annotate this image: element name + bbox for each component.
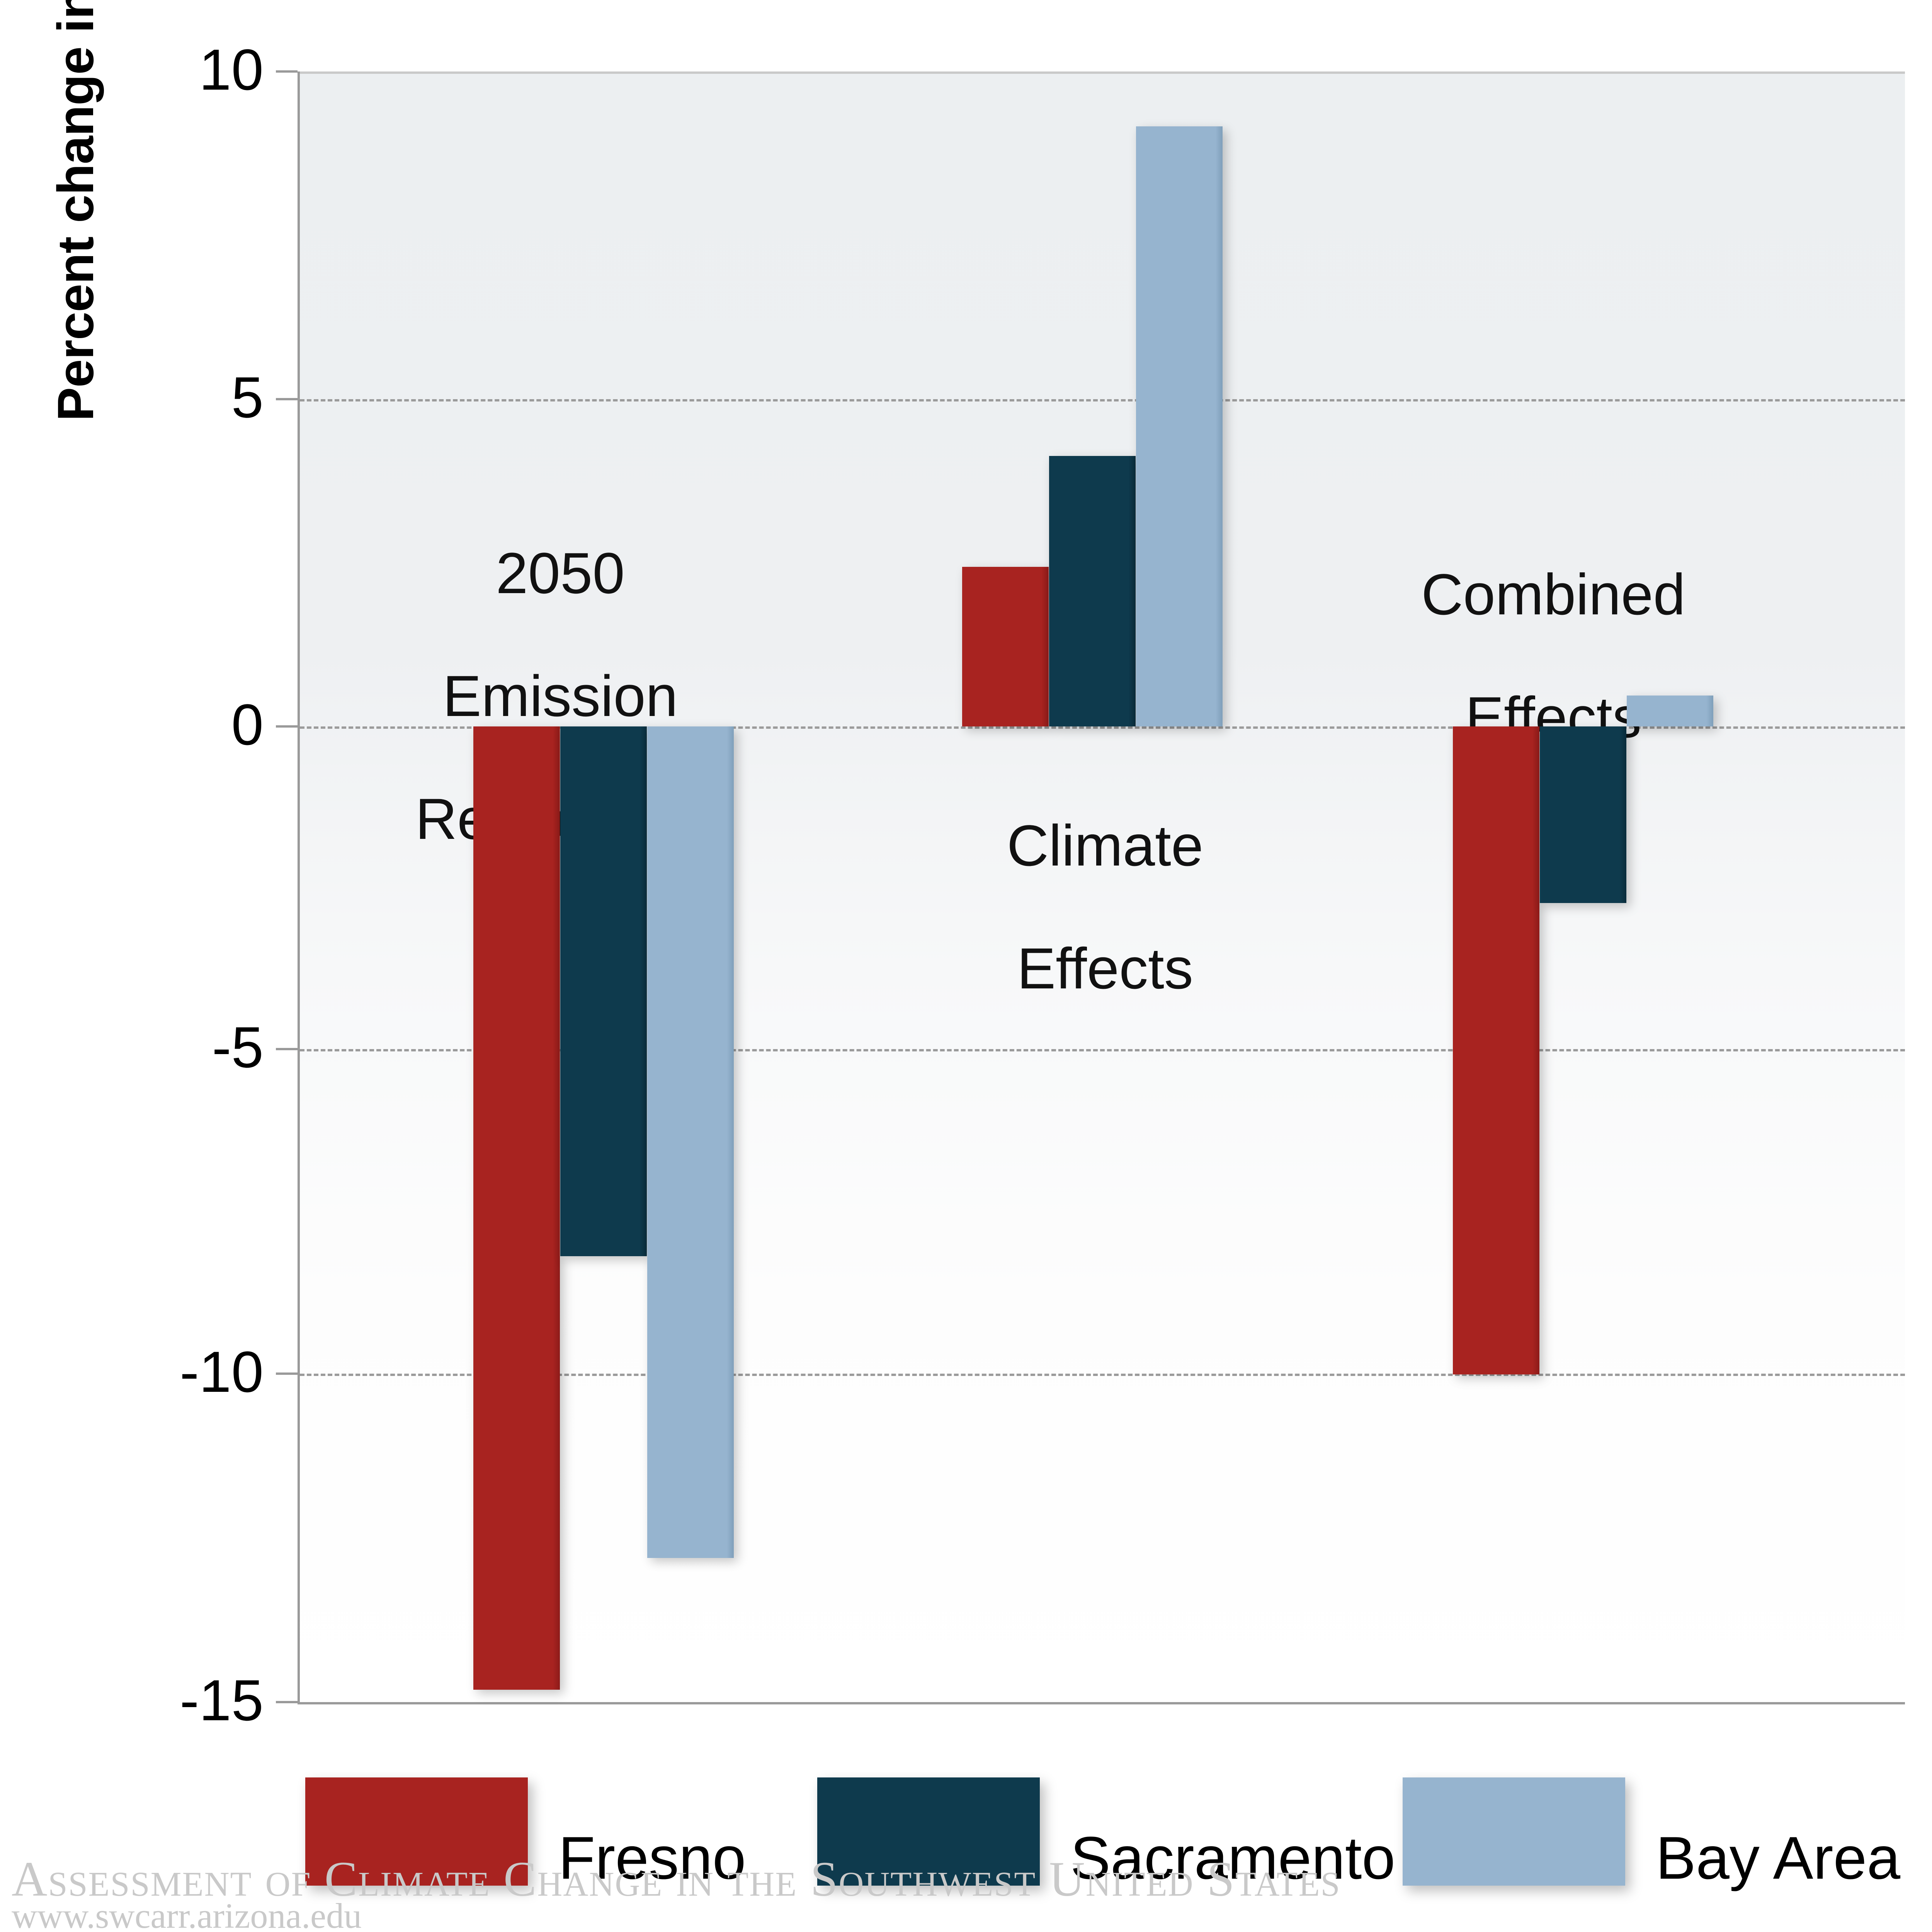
gridline-5: [300, 399, 1905, 401]
group-label-line1: 2050: [496, 541, 625, 605]
gridline-minus5: [300, 1049, 1905, 1051]
legend-label-fresno[interactable]: Fresno: [558, 1825, 746, 1892]
group-label-climate-effects: Climate Effects: [931, 753, 1279, 1061]
legend-swatch-bay-area: [1403, 1777, 1625, 1886]
legend-label-bay-area[interactable]: Bay Area: [1656, 1825, 1901, 1892]
group-label-line2: Emission: [442, 663, 678, 728]
gridline-0: [300, 726, 1905, 729]
gridline-10: [300, 71, 1905, 74]
bar-climate-effects-fresno[interactable]: [962, 567, 1049, 726]
bar-climate-effects-bay-area[interactable]: [1136, 126, 1223, 726]
ytick-label-minus15: -15: [180, 1668, 264, 1733]
ytick-label-minus5: -5: [212, 1015, 264, 1080]
group-label-line2: Effects: [1017, 936, 1193, 1001]
bar-combined-effects-sacramento[interactable]: [1540, 726, 1626, 903]
ytick-label-minus10: -10: [180, 1339, 264, 1404]
tick-minus15: [276, 1701, 298, 1703]
bar-combined-effects-bay-area[interactable]: [1627, 696, 1713, 726]
tick-5: [276, 398, 298, 400]
gridline-minus10: [300, 1374, 1905, 1376]
tick-0: [276, 725, 298, 728]
legend-swatch-sacramento: [817, 1777, 1040, 1886]
tick-minus5: [276, 1048, 298, 1050]
watermark-url: www.swcarr.arizona.edu: [12, 1896, 362, 1932]
tick-10: [276, 70, 298, 73]
ytick-label-10: 10: [199, 37, 264, 102]
x-axis-line: [298, 1702, 1905, 1704]
bar-emission-reductions-bay-area[interactable]: [647, 726, 734, 1558]
group-label-line1: Combined: [1421, 562, 1685, 627]
ytick-label-0: 0: [231, 692, 264, 757]
bar-climate-effects-sacramento[interactable]: [1049, 456, 1136, 726]
group-label-line1: Climate: [1007, 813, 1204, 878]
bar-emission-reductions-fresno[interactable]: [473, 726, 560, 1690]
legend-swatch-fresno: [305, 1777, 528, 1886]
legend-label-sacramento[interactable]: Sacramento: [1070, 1825, 1396, 1892]
watermark-title: Assessment of Climate Change in the Sout…: [12, 1852, 1341, 1906]
ytick-label-5: 5: [231, 365, 264, 430]
bar-emission-reductions-sacramento[interactable]: [560, 726, 647, 1256]
tick-minus10: [276, 1372, 298, 1375]
bar-combined-effects-fresno[interactable]: [1453, 726, 1539, 1374]
